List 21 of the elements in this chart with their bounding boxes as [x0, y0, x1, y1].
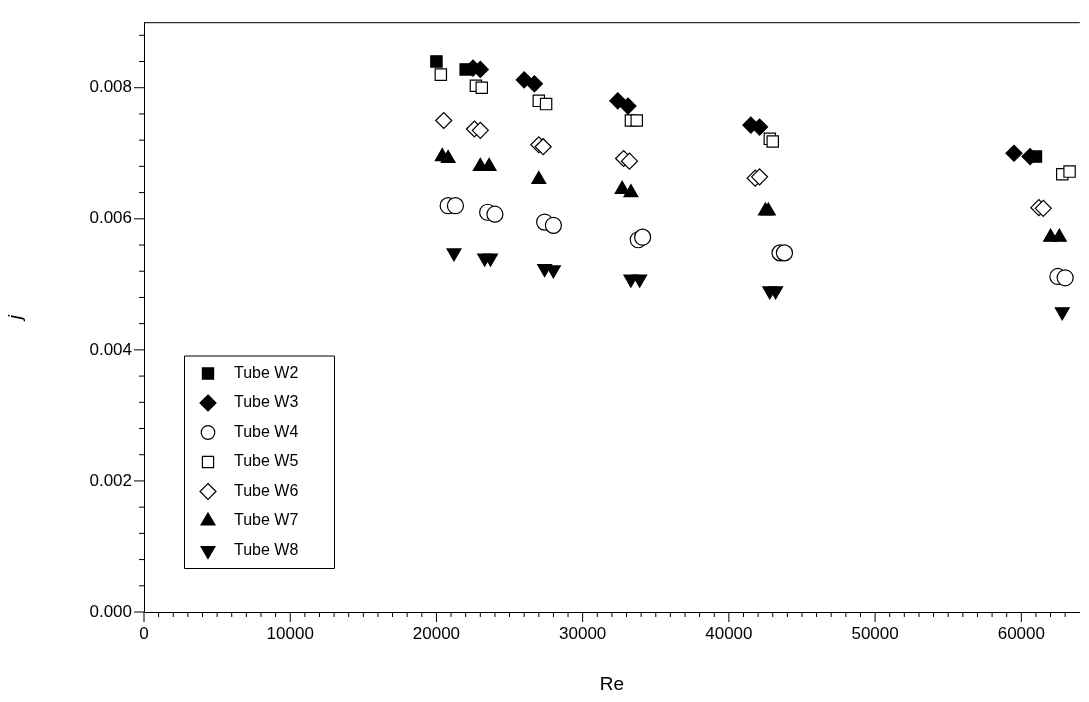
- y-tick-label: 0.008: [89, 77, 132, 97]
- legend-label: Tube W2: [234, 363, 299, 381]
- legend-label: Tube W7: [234, 511, 299, 529]
- x-tick-label: 60000: [997, 623, 1045, 643]
- x-tick-label: 50000: [851, 623, 899, 643]
- y-axis-title: j: [3, 314, 25, 323]
- legend-label: Tube W5: [234, 452, 299, 470]
- x-tick-label: 30000: [559, 623, 607, 643]
- y-tick-label: 0.000: [89, 601, 132, 621]
- y-tick-label: 0.004: [89, 339, 132, 359]
- legend-label: Tube W3: [234, 393, 299, 411]
- y-tick-label: 0.006: [89, 208, 132, 228]
- x-tick-label: 0: [139, 623, 149, 643]
- x-tick-label: 20000: [412, 623, 461, 643]
- y-tick-label: 0.002: [89, 470, 132, 490]
- legend-label: Tube W6: [234, 481, 299, 499]
- x-axis-title: Re: [599, 672, 625, 694]
- x-tick-label: 10000: [266, 623, 314, 643]
- legend-label: Tube W8: [234, 540, 299, 558]
- legend-label: Tube W4: [234, 422, 299, 440]
- x-tick-label: 40000: [705, 623, 753, 643]
